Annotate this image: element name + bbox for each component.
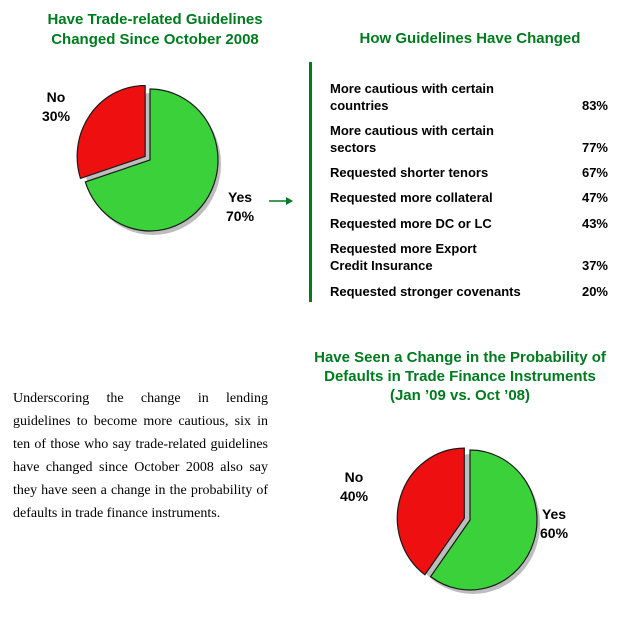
chart1-no-pct: 30%: [42, 108, 71, 124]
guideline-pct: 83%: [581, 98, 608, 113]
guideline-pct: 20%: [581, 284, 608, 299]
chart2-yes-text: Yes: [541, 506, 567, 522]
chart1-title-line2: Changed Since October 2008: [51, 31, 259, 48]
guideline-label: Requested more Export Credit Insurance: [330, 240, 550, 274]
guideline-label: Requested stronger covenants: [330, 284, 521, 299]
chart2-yes-pct: 60%: [540, 525, 569, 541]
guideline-label-line1: Requested more Export: [330, 241, 477, 256]
guideline-pct: 67%: [581, 165, 608, 180]
guideline-label-line2: Credit Insurance: [330, 258, 433, 273]
chart1-slice-no: [76, 85, 146, 180]
chart2-pie: [396, 447, 540, 594]
guideline-label: Requested shorter tenors: [330, 165, 489, 180]
chart1-yes-pct: 70%: [226, 208, 255, 224]
chart1-yes-text: Yes: [227, 189, 253, 205]
guideline-row-covenants: Requested stronger covenants 20%: [330, 283, 610, 300]
chart2-yes-label: Yes 60%: [540, 505, 568, 543]
guideline-row-countries: More cautious with certain countries 83%: [330, 80, 610, 114]
chart2-no-text: No: [344, 469, 364, 485]
chart2-no-label: No 40%: [340, 468, 368, 506]
guideline-label: More cautious with certain countries: [330, 80, 550, 114]
chart1-slice-yes: [84, 88, 219, 232]
chart1-title: Have Trade-related Guidelines Changed Si…: [20, 10, 290, 50]
guideline-row-sectors: More cautious with certain sectors 77%: [330, 122, 610, 156]
guideline-row-tenors: Requested shorter tenors 67%: [330, 164, 610, 181]
chart1-no-text: No: [46, 89, 66, 105]
guidelines-title: How Guidelines Have Changed: [359, 30, 581, 47]
chart2-no-pct: 40%: [340, 488, 369, 504]
guideline-pct: 37%: [581, 258, 608, 273]
chart1-title-line1: Have Trade-related Guidelines: [47, 11, 263, 28]
summary-paragraph: Underscoring the change in lending guide…: [13, 391, 268, 521]
guideline-label: Requested more DC or LC: [330, 216, 492, 231]
guideline-pct: 43%: [581, 216, 608, 231]
guideline-label-line1: More cautious with certain: [330, 81, 494, 96]
guidelines-divider: [309, 62, 312, 302]
guideline-row-dc-lc: Requested more DC or LC 43%: [330, 215, 610, 232]
guideline-label-line2: countries: [330, 98, 389, 113]
guideline-label-line1: More cautious with certain: [330, 123, 494, 138]
chart1-pie: [76, 85, 221, 235]
right-arrow-icon: [269, 197, 293, 205]
guideline-label-line2: sectors: [330, 140, 377, 155]
chart2-title: Have Seen a Change in the Probability of…: [295, 348, 625, 405]
guideline-label: Requested more collateral: [330, 190, 493, 205]
guideline-label: More cautious with certain sectors: [330, 122, 550, 156]
guideline-row-export-credit: Requested more Export Credit Insurance 3…: [330, 240, 610, 274]
chart2-slice-yes: [429, 449, 538, 591]
chart2-title-line3: (Jan ’09 vs. Oct ’08): [389, 387, 531, 404]
chart1-yes-label: Yes 70%: [226, 188, 254, 226]
chart2-title-line2: Defaults in Trade Finance Instruments: [324, 368, 596, 385]
guideline-pct: 47%: [581, 190, 608, 205]
guideline-row-collateral: Requested more collateral 47%: [330, 189, 610, 206]
guideline-pct: 77%: [581, 140, 608, 155]
chart1-no-label: No 30%: [42, 88, 70, 126]
chart2-title-line1: Have Seen a Change in the Probability of: [314, 349, 606, 366]
chart2-slice-no: [396, 447, 465, 576]
